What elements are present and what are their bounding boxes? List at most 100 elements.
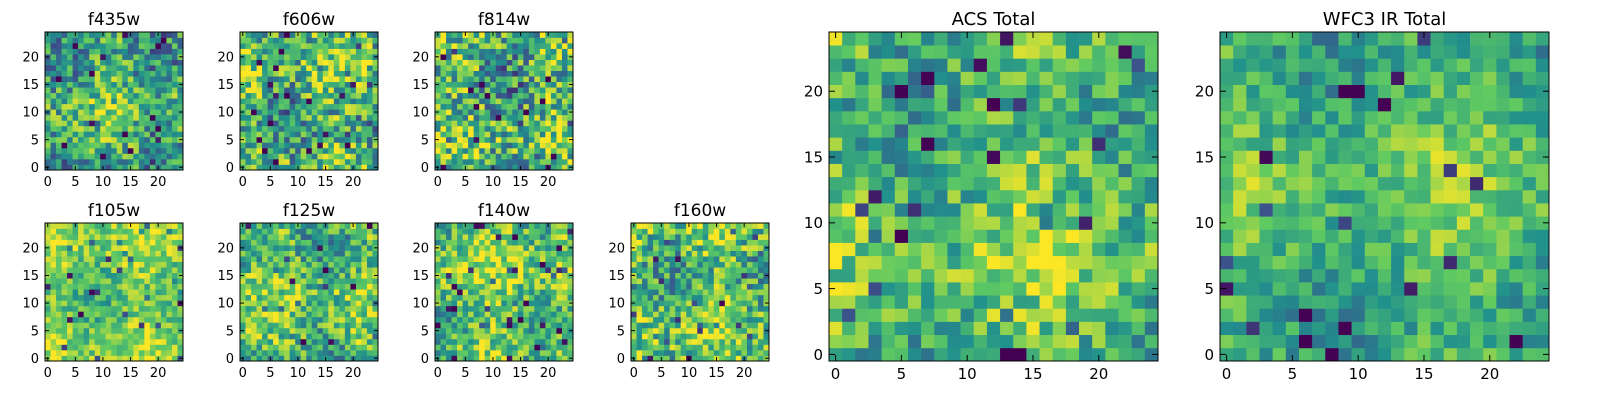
heatmap-cell (177, 114, 184, 121)
heatmap-cell (306, 289, 313, 296)
heatmap-cell (50, 109, 57, 116)
heatmap-cell (72, 120, 79, 127)
heatmap-cell (1039, 295, 1054, 309)
heatmap-cell (94, 125, 101, 132)
heatmap-cell (344, 136, 351, 143)
heatmap-cell (462, 54, 469, 60)
heatmap-cell (446, 239, 452, 246)
heatmap-cell (355, 103, 362, 110)
heatmap-cell (440, 164, 447, 171)
heatmap-cell (517, 322, 524, 329)
heatmap-cell (122, 37, 129, 44)
heatmap-cell (306, 43, 313, 49)
heatmap-cell (67, 65, 73, 71)
heatmap-cell (78, 267, 84, 274)
heatmap-cell (344, 239, 351, 246)
heatmap-cell (133, 109, 140, 116)
heatmap-cell (842, 242, 856, 257)
heatmap-cell (484, 338, 491, 345)
heatmap-cell (545, 70, 552, 77)
heatmap-cell (495, 234, 502, 240)
heatmap-cell (446, 76, 452, 83)
heatmap-cell (534, 153, 541, 160)
heatmap-cell (675, 300, 682, 307)
heatmap-cell (512, 223, 519, 229)
heatmap-cell (83, 327, 90, 334)
heatmap-cell (512, 245, 519, 251)
heatmap-cell (160, 245, 167, 251)
heatmap-cell (855, 347, 869, 362)
heatmap-cell (561, 261, 568, 268)
heatmap-cell (339, 32, 346, 38)
heatmap-cell (724, 245, 731, 251)
heatmap-cell (100, 289, 107, 296)
heatmap-cell (691, 322, 698, 329)
heatmap-cell (127, 250, 134, 257)
heatmap-cell (166, 114, 173, 121)
heatmap-cell (545, 283, 552, 290)
heatmap-cell (1079, 216, 1093, 230)
heatmap-cell (94, 54, 101, 60)
heatmap-cell (881, 334, 896, 349)
heatmap-cell (642, 261, 648, 268)
heatmap-cell (550, 136, 557, 143)
heatmap-cell (446, 37, 452, 44)
heatmap-cell (1092, 268, 1106, 283)
heatmap-cell (295, 70, 302, 77)
heatmap-cell (295, 120, 302, 127)
heatmap-cell (1105, 321, 1119, 336)
heatmap-cell (523, 81, 530, 88)
heatmap-cell (56, 239, 62, 246)
heatmap-cell (361, 239, 368, 246)
heatmap-cell (934, 321, 948, 336)
heatmap-cell (56, 70, 62, 77)
heatmap-cell (697, 250, 704, 257)
heatmap-cell (550, 32, 557, 38)
heatmap-cell (127, 333, 134, 340)
heatmap-cell (72, 250, 79, 257)
heatmap-cell (339, 147, 346, 154)
heatmap-cell (273, 98, 279, 105)
heatmap-cell (457, 109, 463, 116)
heatmap-cell (89, 239, 96, 246)
heatmap-cell (300, 289, 307, 296)
heatmap-cell (94, 223, 101, 229)
heatmap-cell (1039, 268, 1054, 283)
heatmap-cell (567, 65, 574, 71)
heatmap-cell (89, 70, 96, 77)
heatmap-cell (267, 120, 274, 127)
heatmap-cell (528, 322, 535, 329)
x-tick-label: 5 (657, 366, 665, 381)
heatmap-cell (289, 54, 296, 60)
heatmap-cell (1079, 176, 1093, 191)
heatmap-cell (523, 76, 530, 83)
heatmap-cell (446, 223, 452, 229)
heatmap-cell (160, 333, 167, 340)
heatmap-cell (1131, 242, 1146, 257)
heatmap-cell (868, 268, 882, 283)
heatmap-cell (317, 344, 324, 351)
heatmap-cell (251, 300, 257, 307)
heatmap-cell (61, 136, 68, 143)
heatmap-cell (842, 308, 856, 322)
heatmap-cell (495, 65, 502, 71)
heatmap-cell (440, 48, 447, 55)
heatmap-cell (56, 54, 62, 60)
heatmap-cell (752, 355, 759, 362)
heatmap-cell (512, 256, 519, 262)
heatmap-cell (289, 239, 296, 246)
heatmap-cell (262, 228, 268, 235)
heatmap-cell (934, 203, 948, 217)
heatmap-cell (72, 59, 79, 66)
heatmap-cell (122, 153, 129, 160)
heatmap-cell (267, 37, 274, 44)
heatmap-cell (361, 355, 368, 362)
heatmap-cell (311, 300, 318, 307)
heatmap-cell (289, 136, 296, 143)
heatmap-cell (556, 322, 563, 329)
heatmap-cell (719, 245, 726, 251)
axes-frame-f105w (44, 222, 184, 362)
heatmap-cell (680, 294, 687, 301)
heatmap-cell (251, 147, 257, 154)
heatmap-cell (501, 48, 508, 55)
